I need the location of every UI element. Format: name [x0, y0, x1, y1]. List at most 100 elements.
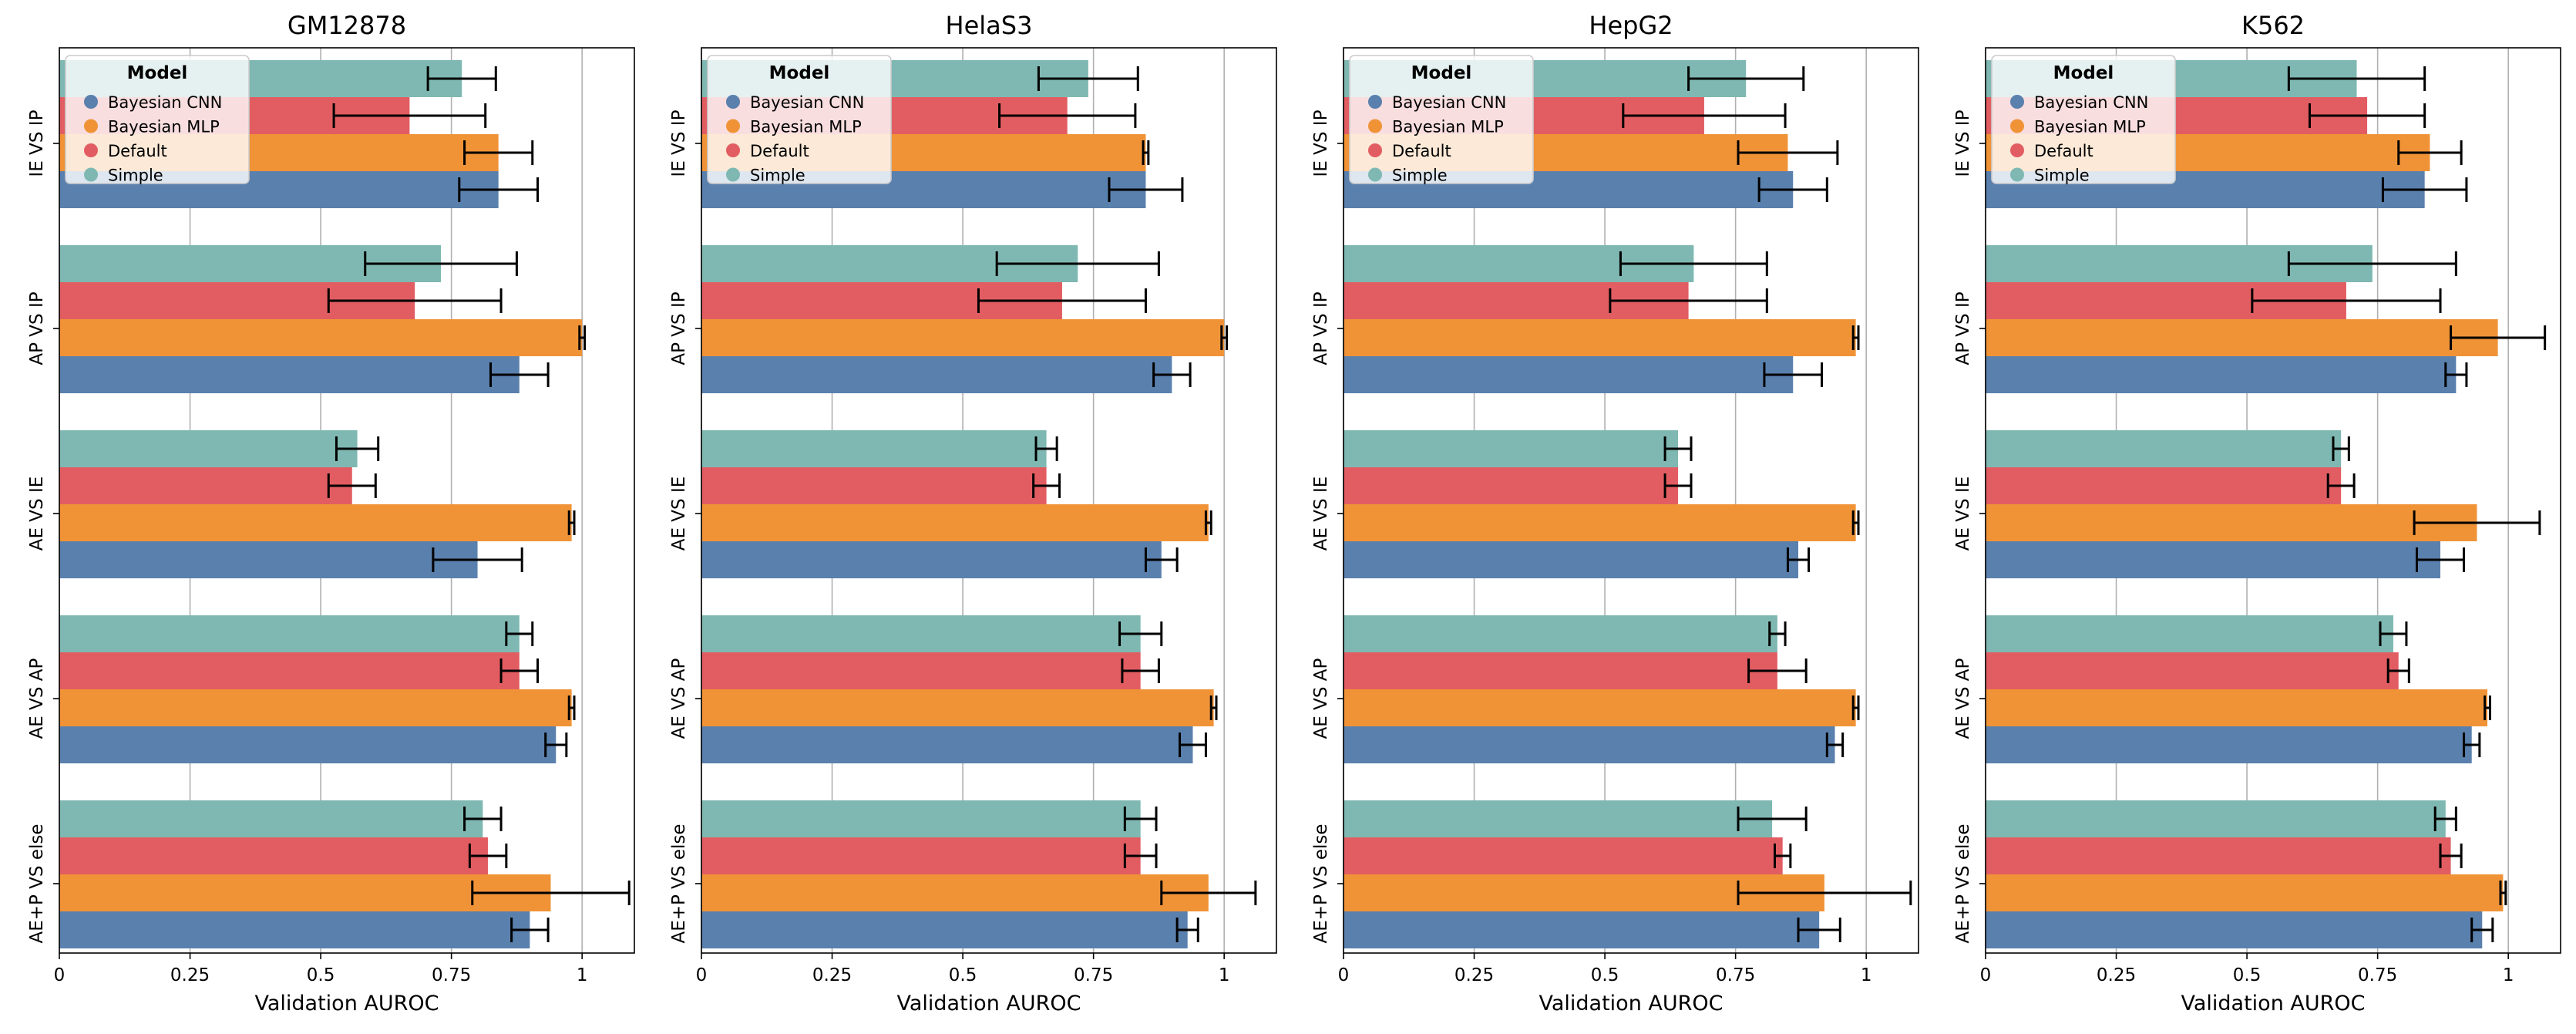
legend: Model Bayesian CNN Bayesian MLP Default Simp… — [1349, 55, 1534, 185]
bar-bayesian-cnn — [59, 726, 557, 763]
bar-bayesian-mlp — [59, 504, 572, 541]
legend-label: Default — [1392, 142, 1451, 160]
legend-label: Simple — [2034, 167, 2090, 185]
legend-marker — [2010, 167, 2024, 182]
bar-bayesian-cnn — [1986, 726, 2472, 763]
legend-marker — [84, 95, 98, 109]
x-tick-label: 0 — [696, 965, 708, 985]
legend-marker — [84, 167, 98, 182]
x-tick-label: 1 — [577, 965, 588, 985]
y-tick-label: AE VS IE — [1953, 477, 1973, 551]
bar-bayesian-cnn — [1343, 911, 1820, 948]
bar-bayesian-cnn — [701, 541, 1162, 578]
legend-marker — [2010, 119, 2024, 133]
y-tick-label: AE VS AP — [1311, 658, 1331, 739]
bar-simple — [1343, 800, 1773, 837]
x-tick-label: 0.25 — [812, 965, 852, 985]
legend-marker — [1368, 95, 1382, 109]
bar-bayesian-cnn — [1986, 911, 2483, 948]
bar-default — [59, 652, 520, 689]
bar-default — [1343, 837, 1783, 874]
legend-marker — [726, 95, 740, 109]
x-axis-label: Validation AUROC — [254, 992, 439, 1015]
x-axis-label: Validation AUROC — [896, 992, 1081, 1015]
legend-marker — [84, 143, 98, 157]
bar-bayesian-mlp — [701, 504, 1209, 541]
legend-label: Bayesian MLP — [2034, 118, 2146, 136]
legend-label: Default — [2034, 142, 2093, 160]
x-tick-label: 0.5 — [1591, 965, 1619, 985]
bar-bayesian-cnn — [59, 541, 478, 578]
y-tick-label: AE+P VS else — [27, 823, 47, 943]
legend: Model Bayesian CNN Bayesian MLP Default Simp… — [65, 55, 250, 185]
bar-simple — [1986, 430, 2342, 467]
legend-marker — [84, 119, 98, 133]
bar-simple — [1343, 615, 1777, 652]
x-tick-label: 0.5 — [307, 965, 335, 985]
bar-simple — [1986, 615, 2393, 652]
bar-default — [59, 467, 352, 504]
legend-title: Model — [127, 63, 188, 83]
bar-default — [1343, 467, 1679, 504]
bar-bayesian-cnn — [701, 911, 1188, 948]
panel-title: HelaS3 — [946, 11, 1033, 40]
x-tick-label: 0.5 — [949, 965, 977, 985]
axes-frame — [1343, 47, 1919, 954]
y-tick-label: AE VS IE — [669, 477, 689, 551]
bar-bayesian-cnn — [701, 726, 1193, 763]
legend-title: Model — [2053, 63, 2114, 83]
legend-box — [1991, 55, 2176, 184]
bar-bayesian-cnn — [1343, 356, 1794, 393]
y-tick-label: AE VS IE — [27, 477, 47, 551]
bar-simple — [59, 430, 358, 467]
legend: Model Bayesian CNN Bayesian MLP Default Simp… — [1991, 55, 2176, 185]
bar-simple — [1343, 430, 1679, 467]
y-tick-label: AE VS IE — [1311, 477, 1331, 551]
bar-simple — [701, 615, 1141, 652]
bar-bayesian-mlp — [59, 874, 551, 911]
legend-title: Model — [769, 63, 830, 83]
bar-default — [1986, 837, 2451, 874]
bar-simple — [701, 800, 1141, 837]
legend-marker — [1368, 143, 1382, 157]
axes-frame — [59, 47, 635, 954]
y-tick-label: AE VS AP — [1953, 658, 1973, 739]
legend-label: Default — [108, 142, 167, 160]
y-tick-label: AE VS AP — [27, 658, 47, 739]
legend-box — [1349, 55, 1534, 184]
bar-default — [701, 467, 1047, 504]
bar-bayesian-mlp — [1986, 319, 2498, 356]
legend-label: Bayesian CNN — [108, 93, 222, 112]
x-axis-label: Validation AUROC — [1539, 992, 1723, 1015]
bar-simple — [701, 430, 1047, 467]
x-tick-label: 0.75 — [432, 965, 471, 985]
x-tick-label: 0.75 — [1074, 965, 1113, 985]
legend-marker — [1368, 119, 1382, 133]
panel-hepg2: IE VS IP AP VS IP AE VS IE AE VS AP AE+P VS … — [1311, 11, 1919, 1015]
x-tick-label: 1 — [2503, 965, 2514, 985]
bar-bayesian-mlp — [1986, 689, 2488, 726]
panel-gm12878: IE VS IP AP VS IP AE VS IE AE VS AP AE+P VS … — [27, 11, 635, 1015]
legend-marker — [726, 143, 740, 157]
panel-title: HepG2 — [1589, 11, 1673, 40]
y-tick-label: AE+P VS else — [1311, 823, 1331, 943]
legend-marker — [726, 167, 740, 182]
bar-default — [1343, 652, 1777, 689]
x-tick-label: 0.25 — [2097, 965, 2136, 985]
axes-frame — [1985, 47, 2561, 954]
legend-label: Bayesian MLP — [108, 118, 220, 136]
y-tick-label: AP VS IP — [27, 291, 47, 365]
bar-bayesian-cnn — [1343, 726, 1835, 763]
x-tick-label: 0.75 — [1716, 965, 1755, 985]
x-tick-label: 0.5 — [2233, 965, 2262, 985]
legend: Model Bayesian CNN Bayesian MLP Default Simp… — [707, 55, 892, 185]
bar-simple — [59, 800, 483, 837]
x-tick-label: 0 — [1980, 965, 1992, 985]
legend-box — [707, 55, 892, 184]
panel-title: GM12878 — [288, 11, 406, 40]
y-tick-label: IE VS IP — [27, 109, 47, 177]
bar-default — [1986, 652, 2399, 689]
legend-marker — [2010, 143, 2024, 157]
y-tick-label: IE VS IP — [1311, 109, 1331, 177]
legend-title: Model — [1411, 63, 1472, 83]
